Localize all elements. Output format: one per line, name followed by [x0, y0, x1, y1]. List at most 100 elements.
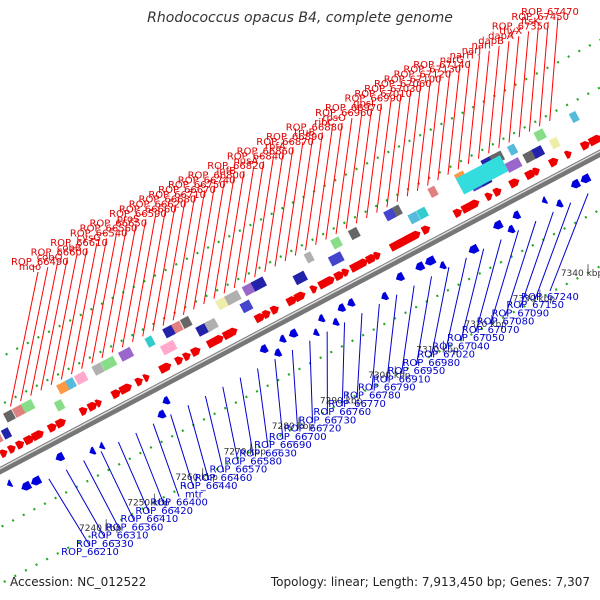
- cog-box: [504, 157, 523, 173]
- top-leader-line: [254, 156, 274, 278]
- top-leader-line: [406, 84, 422, 197]
- top-leader-line: [233, 166, 255, 289]
- bottom-leader-line: [48, 478, 91, 547]
- cog-box: [303, 251, 315, 264]
- cog-box: [239, 299, 254, 314]
- tick-label: 7290 kbp: [320, 397, 363, 407]
- top-gene-label: ribC: [314, 118, 334, 129]
- forward-gene-arrow: [174, 356, 184, 366]
- reverse-gene-arrow: [318, 314, 326, 323]
- bottom-leader-line: [257, 368, 269, 448]
- bottom-gene-label: ROP_66780: [343, 391, 401, 402]
- bottom-leader-line: [371, 303, 380, 390]
- top-leader-line: [30, 262, 59, 396]
- reverse-gene-arrow: [99, 441, 106, 450]
- top-gene-label: cobB: [57, 243, 82, 254]
- top-leader-line: [294, 137, 314, 256]
- bottom-leader-line: [401, 285, 415, 374]
- forward-gene-arrow: [110, 389, 121, 400]
- forward-gene-arrow: [484, 192, 493, 202]
- reverse-gene-arrow: [556, 199, 564, 208]
- top-leader-line: [386, 93, 402, 208]
- cog-box: [56, 380, 70, 395]
- reverse-gene-arrow: [162, 396, 171, 405]
- forward-gene-arrow: [94, 399, 102, 408]
- reverse-gene-arrow: [425, 255, 437, 266]
- top-gene-label: ROP_67120: [394, 70, 452, 81]
- top-leader-line: [40, 257, 68, 391]
- top-gene-label: ROP_66680: [139, 195, 197, 206]
- bottom-gene-label: ROP_67090: [491, 308, 549, 319]
- cog-box: [53, 399, 66, 412]
- reverse-gene-arrow: [89, 446, 97, 455]
- forward-gene-arrow: [213, 334, 224, 345]
- bottom-gene-label: ROP_66310: [91, 531, 149, 542]
- bottom-leader-line: [505, 220, 537, 316]
- bottom-gene-label: ROP_67150: [506, 300, 564, 311]
- bottom-gene-label: ROP_66440: [180, 481, 238, 492]
- top-leader-line: [498, 41, 510, 148]
- cog-box: [100, 355, 118, 372]
- bottom-leader-line: [65, 469, 106, 539]
- top-gene-label: ROP_66800: [188, 171, 246, 182]
- reverse-gene-arrow: [55, 451, 66, 462]
- cog-box: [215, 296, 229, 311]
- bottom-gene-label: ROP_67040: [432, 341, 490, 352]
- cog-box: [64, 377, 77, 390]
- gene-features: [0, 134, 600, 491]
- bottom-leader-line: [549, 193, 589, 292]
- bottom-gene-labels: ROP_66210ROP_66330ROP_66310ROP_66360ROP_…: [48, 193, 589, 558]
- top-gene-label: ROP_66740: [178, 175, 236, 186]
- reverse-gene-arrow: [337, 303, 347, 312]
- top-gene-label: ROP_66970: [325, 103, 383, 114]
- top-gene-label: narI: [472, 41, 492, 52]
- top-leader-line: [142, 209, 167, 337]
- bottom-leader-line: [445, 257, 467, 349]
- top-leader-line: [50, 252, 78, 385]
- forward-gene-arrow: [189, 347, 201, 357]
- bottom-gene-label: ROP_66360: [106, 522, 164, 533]
- top-leader-line: [60, 247, 88, 380]
- cog-box: [0, 431, 4, 445]
- cog-box: [330, 236, 343, 250]
- forward-gene-arrow: [0, 449, 8, 459]
- top-leader-line: [193, 185, 216, 310]
- top-leader-line: [457, 60, 471, 170]
- bottom-gene-label: ROP_66700: [269, 432, 327, 443]
- bottom-gene-label: ROP_66400: [150, 498, 208, 509]
- dot-track: [0, 86, 600, 407]
- reverse-gene-arrow: [274, 348, 283, 357]
- top-gene-label: ROP_66710: [148, 190, 206, 201]
- bottom-leader-line: [152, 423, 180, 497]
- bottom-leader-line: [274, 359, 284, 440]
- top-leader-line: [355, 108, 373, 224]
- top-leader-line: [264, 151, 284, 272]
- top-gene-label: ROP_66990: [345, 94, 403, 105]
- top-gene-label: proS: [117, 214, 140, 225]
- forward-gene-arrow: [285, 296, 297, 307]
- cog-box: [427, 185, 439, 198]
- reverse-gene-arrow: [541, 196, 549, 204]
- top-gene-label: ROP_66880: [286, 122, 344, 133]
- forward-gene-arrow: [269, 305, 279, 315]
- bottom-gene-label: ROP_67050: [447, 333, 505, 344]
- bottom-gene-label: mtr: [185, 489, 204, 500]
- top-leader-line: [101, 228, 127, 359]
- cog-box: [292, 270, 308, 286]
- reverse-gene-arrow: [507, 224, 516, 234]
- top-leader-line: [427, 74, 441, 186]
- top-leader-line: [508, 36, 520, 143]
- reverse-gene-arrow: [493, 219, 504, 230]
- bottom-leader-line: [204, 395, 225, 473]
- top-leader-line: [172, 194, 196, 321]
- tick-label: 7320 kbp: [464, 320, 507, 330]
- top-gene-label: ROP_66540: [70, 228, 128, 239]
- bottom-leader-line: [475, 239, 502, 333]
- forward-gene-arrow: [78, 407, 88, 416]
- reverse-gene-arrow: [31, 475, 43, 486]
- bottom-gene-label: ROP_66580: [224, 457, 282, 468]
- top-gene-label: ROP_67060: [374, 79, 432, 90]
- top-leader-line: [121, 218, 147, 348]
- bottom-leader-line: [519, 211, 554, 308]
